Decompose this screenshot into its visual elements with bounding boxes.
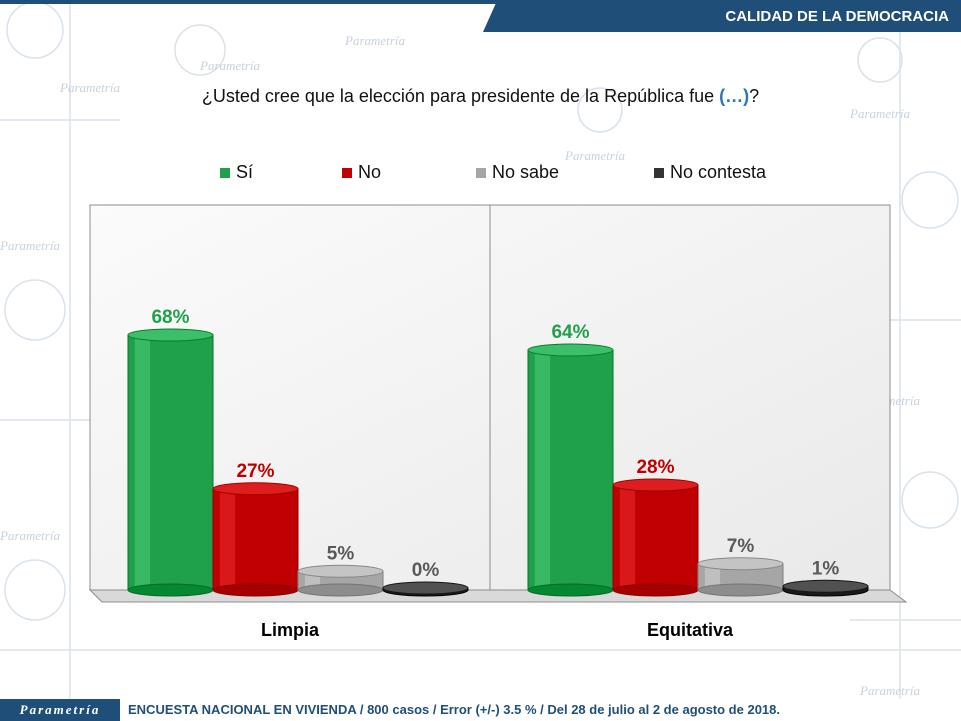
bar-highlight (134, 335, 151, 590)
section-title: CALIDAD DE LA DEMOCRACIA (725, 7, 949, 25)
bar-base (127, 583, 214, 597)
bar-base (297, 583, 384, 597)
bar-base (527, 583, 614, 597)
legend-swatch-si (220, 167, 230, 178)
legend-item-no-sabe: No sabe (476, 162, 559, 183)
legend-item-no-contesta: No contesta (654, 162, 766, 183)
chart-legend: Sí No No sabe No contesta (0, 162, 961, 184)
bar (382, 581, 469, 597)
bar-top (297, 564, 384, 578)
bar-top (527, 343, 614, 357)
plot-floor (88, 589, 908, 603)
bar-top (782, 579, 869, 593)
category-label: Limpia (261, 620, 320, 640)
bar-base (212, 583, 299, 597)
data-label: 0% (412, 560, 440, 581)
bar (527, 343, 614, 597)
question-title: ¿Usted cree que la elección para preside… (0, 86, 961, 107)
data-label: 7% (727, 536, 755, 557)
legend-item-no: No (342, 162, 381, 183)
bar-top (382, 581, 469, 595)
bar (782, 579, 869, 597)
legend-swatch-no (342, 167, 352, 178)
bar-chart: 68% 27% 5% 0% Limpia 64% 28% 7% 1% Equitativa (88, 204, 908, 640)
bar-top (127, 328, 214, 342)
footer-logo: Parametría (0, 699, 120, 721)
data-label: 1% (812, 558, 840, 579)
bar-top (212, 482, 299, 496)
legend-item-si: Sí (220, 162, 253, 183)
question-highlight: (…) (719, 86, 750, 106)
bar (212, 482, 299, 597)
data-label: 27% (236, 461, 274, 482)
legend-swatch-no-contesta (654, 167, 664, 178)
top-stripe (0, 0, 961, 4)
legend-label-no-sabe: No sabe (492, 162, 560, 182)
bar (612, 478, 699, 597)
section-banner: CALIDAD DE LA DEMOCRACIA (483, 0, 961, 32)
legend-swatch-no-sabe (476, 167, 486, 178)
bar (697, 557, 784, 597)
data-label: 28% (636, 457, 674, 478)
question-text: ¿Usted cree que la elección para preside… (201, 86, 720, 106)
legend-label-no: No (358, 162, 382, 182)
bar-highlight (534, 350, 551, 590)
bar-highlight (219, 488, 236, 590)
bar-highlight (619, 485, 636, 590)
legend-label-si: Sí (236, 162, 254, 182)
bar-top (697, 557, 784, 571)
data-label: 5% (327, 543, 355, 564)
bar-highlight (704, 563, 721, 590)
bar-top (612, 478, 699, 492)
question-end: ? (749, 86, 760, 106)
footer-text: ENCUESTA NACIONAL EN VIVIENDA / 800 caso… (128, 702, 780, 717)
bar-base (612, 583, 699, 597)
legend-label-no-contesta: No contesta (670, 162, 767, 182)
bar (127, 328, 214, 597)
bar-base (697, 583, 784, 597)
bar (297, 564, 384, 597)
category-label: Equitativa (647, 620, 734, 640)
footer: Parametría ENCUESTA NACIONAL EN VIVIENDA… (0, 699, 961, 721)
data-label: 68% (151, 307, 189, 328)
data-label: 64% (551, 322, 589, 343)
